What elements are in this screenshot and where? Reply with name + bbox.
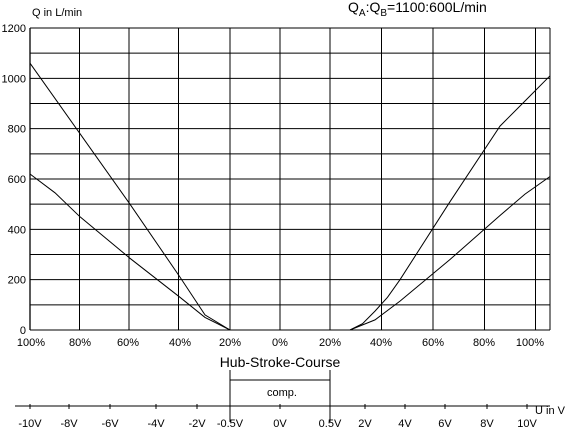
y-tick-label: 1000 xyxy=(2,73,26,85)
chart-title: QA:QB=1100:600L/min xyxy=(348,0,487,19)
y-tick-label: 400 xyxy=(8,224,26,236)
x-tick-label: 20% xyxy=(219,337,241,349)
title-part: A xyxy=(359,8,366,19)
voltage-tick-label: 0V xyxy=(273,418,287,429)
x-tick-label: 60% xyxy=(117,337,139,349)
title-part: =1100:600L/min xyxy=(387,0,487,15)
x-tick-label: 80% xyxy=(69,337,91,349)
title-part: Q xyxy=(348,0,359,15)
x-tick-label: 0% xyxy=(272,337,288,349)
comp-bracket: comp. xyxy=(229,370,331,422)
y-axis-label: Q in L/min xyxy=(32,7,82,19)
x-tick-label: 80% xyxy=(473,337,495,349)
x-tick-label: 40% xyxy=(169,337,191,349)
x-tick-label: 100% xyxy=(516,337,544,349)
y-tick-label: 800 xyxy=(8,124,26,136)
axis-labels: 0 200 400 600 800 1000 1200 100% 80% 60% 40% 20% 0% 2… xyxy=(2,23,545,349)
voltage-tick-label: -0.5V xyxy=(217,418,244,429)
voltage-tick-label: -2V xyxy=(188,418,206,429)
x-axis-label: Hub-Stroke-Course xyxy=(220,354,341,370)
series-line-2 xyxy=(29,173,551,331)
voltage-tick-label: 8V xyxy=(480,418,494,429)
x-tick-label: 100% xyxy=(17,337,45,349)
voltage-tick-label: 0.5V xyxy=(319,418,342,429)
voltage-tick-label: -8V xyxy=(60,418,78,429)
grid xyxy=(29,27,551,331)
voltage-tick-label: -10V xyxy=(18,418,42,429)
y-tick-label: 200 xyxy=(8,275,26,287)
x-tick-label: 60% xyxy=(422,337,444,349)
x-tick-label: 20% xyxy=(319,337,341,349)
voltage-tick-label: 2V xyxy=(358,418,372,429)
title-part: :Q xyxy=(366,0,381,15)
x-tick-label: 40% xyxy=(370,337,392,349)
comp-label: comp. xyxy=(267,387,297,399)
series-lines xyxy=(29,62,551,331)
voltage-tick-label: 6V xyxy=(438,418,452,429)
series-line-1 xyxy=(29,62,551,331)
voltage-tick-label: 10V xyxy=(517,418,537,429)
y-tick-label: 1200 xyxy=(2,23,26,35)
voltage-axis: -10V -8V -6V -4V -2V -0.5V 0V 0.5V 2V 4V 6V 8V 10V xyxy=(18,404,537,429)
voltage-tick-label: -6V xyxy=(101,418,119,429)
title-part: B xyxy=(380,8,387,19)
y-tick-label: 600 xyxy=(8,174,26,186)
voltage-axis-label: U in V xyxy=(535,405,566,417)
y-tick-label: 0 xyxy=(20,325,26,337)
voltage-tick-label: 4V xyxy=(398,418,412,429)
voltage-tick-label: -4V xyxy=(147,418,165,429)
